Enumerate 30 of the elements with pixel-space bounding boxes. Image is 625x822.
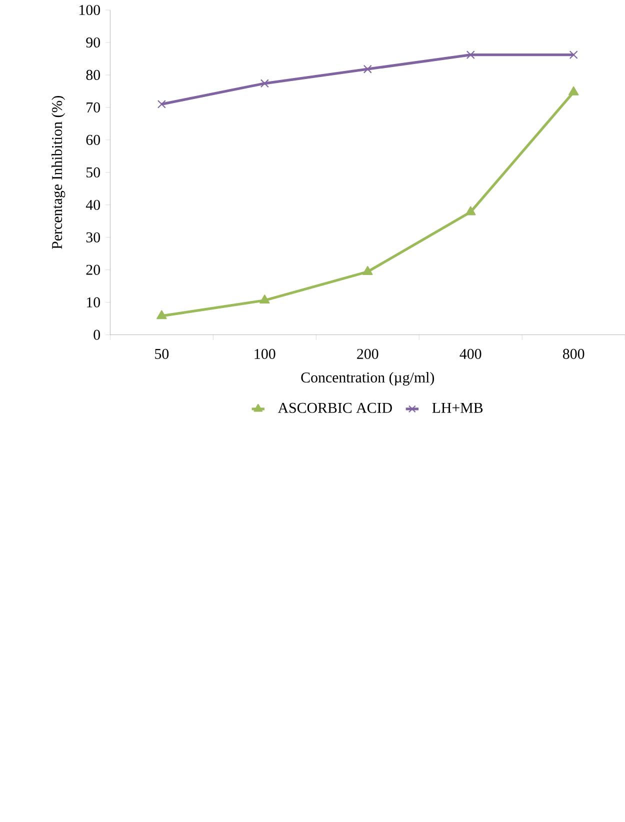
x-tick-label: 400 [460, 348, 482, 359]
point [363, 64, 372, 74]
point [466, 50, 475, 60]
x-tick-label: 800 [562, 348, 584, 359]
y-axis-title: Percentage Inhibition (%) [51, 96, 66, 249]
legend-label: ASCORBIC ACID [278, 402, 392, 413]
y-tick-label: 70 [86, 102, 100, 112]
x-axis-title: Concentration (µg/ml) [301, 372, 434, 386]
point [568, 86, 579, 96]
point [362, 266, 373, 275]
point [157, 100, 166, 108]
x-tick-label: 50 [154, 348, 168, 359]
y-tick-label: 50 [86, 167, 100, 178]
y-tick-label: 40 [86, 200, 100, 210]
y-tick-label: 30 [86, 232, 100, 242]
x-tick-label: 100 [254, 348, 276, 359]
point [465, 206, 476, 216]
y-tick-label: 0 [94, 330, 100, 340]
y-tick-label: 10 [86, 297, 100, 308]
point [156, 310, 167, 320]
point [259, 294, 270, 304]
y-tick-label: 20 [86, 264, 100, 275]
y-tick-label: 60 [86, 134, 100, 145]
y-tick-label: 90 [86, 37, 100, 48]
y-tick-label: 100 [79, 4, 100, 16]
x-tick-label: 200 [356, 348, 378, 359]
point [569, 50, 578, 60]
y-tick-label: 80 [86, 70, 100, 80]
legend-label: LH+MB [432, 402, 482, 413]
point [260, 79, 269, 88]
